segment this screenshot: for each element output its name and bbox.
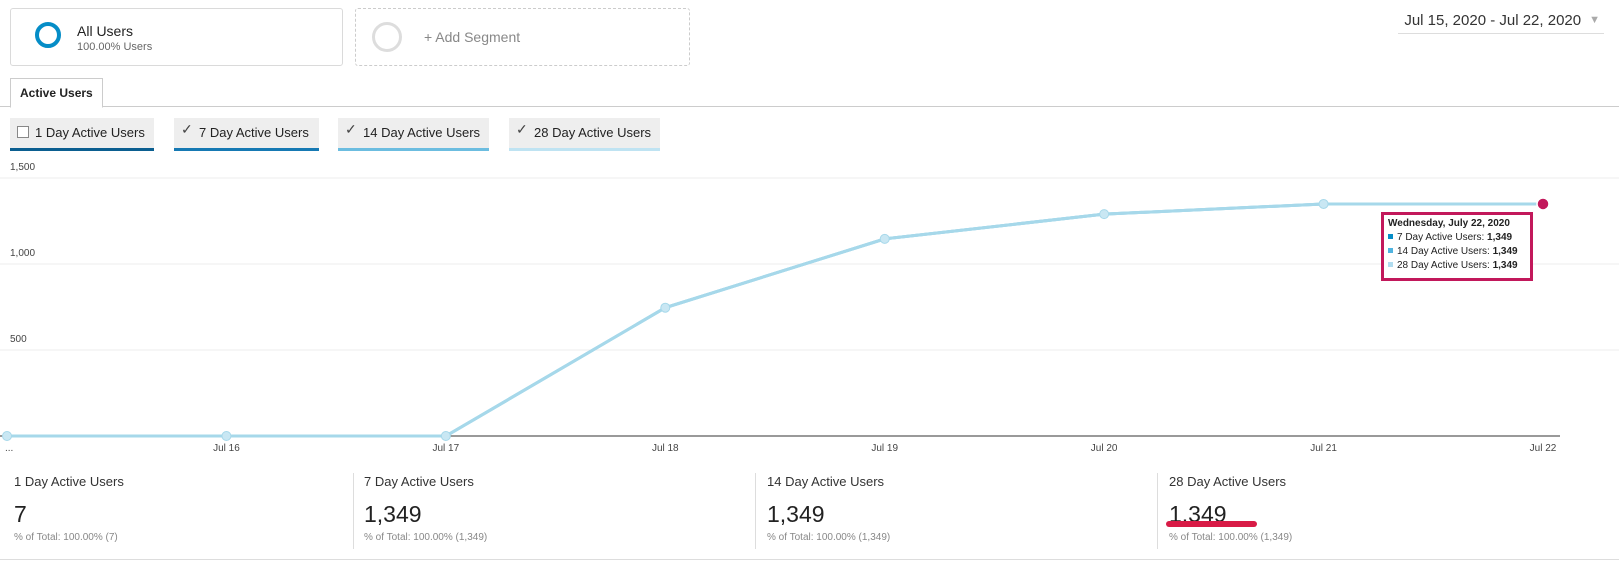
x-tick-label: Jul 17 <box>433 443 460 454</box>
chart-tooltip: Wednesday, July 22, 2020 7 Day Active Us… <box>1381 212 1533 281</box>
tooltip-row-value: 1,349 <box>1487 232 1513 243</box>
scorecard-divider <box>1157 473 1158 549</box>
bottom-divider <box>0 559 1619 560</box>
checkbox-unchecked-icon[interactable] <box>17 126 29 138</box>
caret-down-icon: ▼ <box>1589 14 1600 26</box>
tooltip-row-value: 1,349 <box>1492 260 1518 271</box>
x-tick-label: Jul 18 <box>652 443 679 454</box>
checkmark-icon[interactable]: ✓ <box>345 121 357 137</box>
scorecard-label: 28 Day Active Users <box>1169 474 1287 489</box>
scorecard-row: 1 Day Active Users 7 % of Total: 100.00%… <box>0 465 1619 550</box>
scorecard-percent: % of Total: 100.00% (7) <box>14 532 118 543</box>
scorecard-value: 7 <box>14 501 27 527</box>
scorecard-value: 1,349 <box>767 501 825 527</box>
scorecard-percent: % of Total: 100.00% (1,349) <box>364 532 488 543</box>
segment-subtitle: 100.00% Users <box>77 41 153 53</box>
tooltip-row-value: 1,349 <box>1492 246 1518 257</box>
series-line <box>7 202 1543 438</box>
x-tick-label: Jul 22 <box>1530 443 1557 454</box>
scorecard-1-day: 1 Day Active Users 7 % of Total: 100.00%… <box>14 465 344 550</box>
metric-label: 28 Day Active Users <box>534 125 652 140</box>
y-tick-label: 1,500 <box>10 162 35 173</box>
scorecard-14-day: 14 Day Active Users 1,349 % of Total: 10… <box>767 465 1147 550</box>
date-range-label: Jul 15, 2020 - Jul 22, 2020 <box>1404 12 1582 29</box>
tooltip-row: 14 Day Active Users: 1,349 <box>1388 245 1526 259</box>
tooltip-row-label: 28 Day Active Users: <box>1397 260 1490 271</box>
data-point <box>879 233 890 244</box>
checkmark-icon[interactable]: ✓ <box>516 121 528 137</box>
data-point <box>440 431 451 441</box>
scorecard-label: 14 Day Active Users <box>767 474 885 489</box>
scorecard-percent: % of Total: 100.00% (1,349) <box>767 532 891 543</box>
data-point <box>1099 209 1110 220</box>
y-tick-label: 1,000 <box>10 248 35 259</box>
y-tick-label: 500 <box>10 334 27 345</box>
segment-all-users[interactable]: All Users 100.00% Users <box>10 8 343 66</box>
line-chart: 500 1,000 1,500... Jul 16 Jul 17 Jul 18 Jul 19… <box>0 162 1619 454</box>
tooltip-row: 7 Day Active Users: 1,349 <box>1388 231 1526 245</box>
metric-toggle-1-day[interactable]: 1 Day Active Users <box>10 118 154 151</box>
x-tick-label: ... <box>5 443 13 454</box>
data-point <box>1318 198 1329 209</box>
data-point <box>660 302 671 313</box>
x-tick-label: Jul 21 <box>1310 443 1337 454</box>
scorecard-percent: % of Total: 100.00% (1,349) <box>1169 532 1293 543</box>
metric-label: 1 Day Active Users <box>35 125 145 140</box>
add-segment-ring-icon <box>372 22 402 52</box>
tooltip-row: 28 Day Active Users: 1,349 <box>1388 259 1526 273</box>
scorecard-label: 7 Day Active Users <box>364 474 474 489</box>
highlighted-point <box>1536 197 1550 211</box>
scorecard-label: 1 Day Active Users <box>14 474 124 489</box>
tab-divider <box>0 106 1619 107</box>
checkmark-icon[interactable]: ✓ <box>181 121 193 137</box>
scorecard-28-day: 28 Day Active Users 1,349 % of Total: 10… <box>1169 465 1549 550</box>
series-swatch-icon <box>1388 262 1393 267</box>
tooltip-row-label: 14 Day Active Users: <box>1397 246 1490 257</box>
x-tick-label: Jul 19 <box>871 443 898 454</box>
data-point <box>221 431 232 441</box>
segment-ring-icon <box>35 22 61 48</box>
metric-toggle-14-day[interactable]: ✓ 14 Day Active Users <box>338 118 489 151</box>
metric-toggle-28-day[interactable]: ✓ 28 Day Active Users <box>509 118 660 151</box>
date-range-picker[interactable]: Jul 15, 2020 - Jul 22, 2020 ▼ <box>1398 10 1604 34</box>
metric-toggle-7-day[interactable]: ✓ 7 Day Active Users <box>174 118 319 151</box>
highlight-underline <box>1166 521 1257 527</box>
scorecard-value: 1,349 <box>364 501 422 527</box>
series-line <box>7 202 1543 438</box>
add-segment-label: + Add Segment <box>424 29 521 45</box>
data-point <box>2 431 12 441</box>
metric-label: 14 Day Active Users <box>363 125 481 140</box>
series-swatch-icon <box>1388 234 1393 239</box>
x-tick-label: Jul 16 <box>213 443 240 454</box>
tab-active-users[interactable]: Active Users <box>10 78 103 108</box>
scorecard-divider <box>353 473 354 549</box>
tooltip-row-label: 7 Day Active Users: <box>1397 232 1485 243</box>
add-segment-button[interactable]: + Add Segment <box>355 8 690 66</box>
series-swatch-icon <box>1388 248 1393 253</box>
scorecard-divider <box>755 473 756 549</box>
tooltip-title: Wednesday, July 22, 2020 <box>1388 218 1510 229</box>
metric-label: 7 Day Active Users <box>199 125 309 140</box>
segment-name: All Users <box>77 23 134 39</box>
x-tick-label: Jul 20 <box>1091 443 1118 454</box>
series-line <box>7 202 1543 438</box>
scorecard-7-day: 7 Day Active Users 1,349 % of Total: 100… <box>364 465 744 550</box>
